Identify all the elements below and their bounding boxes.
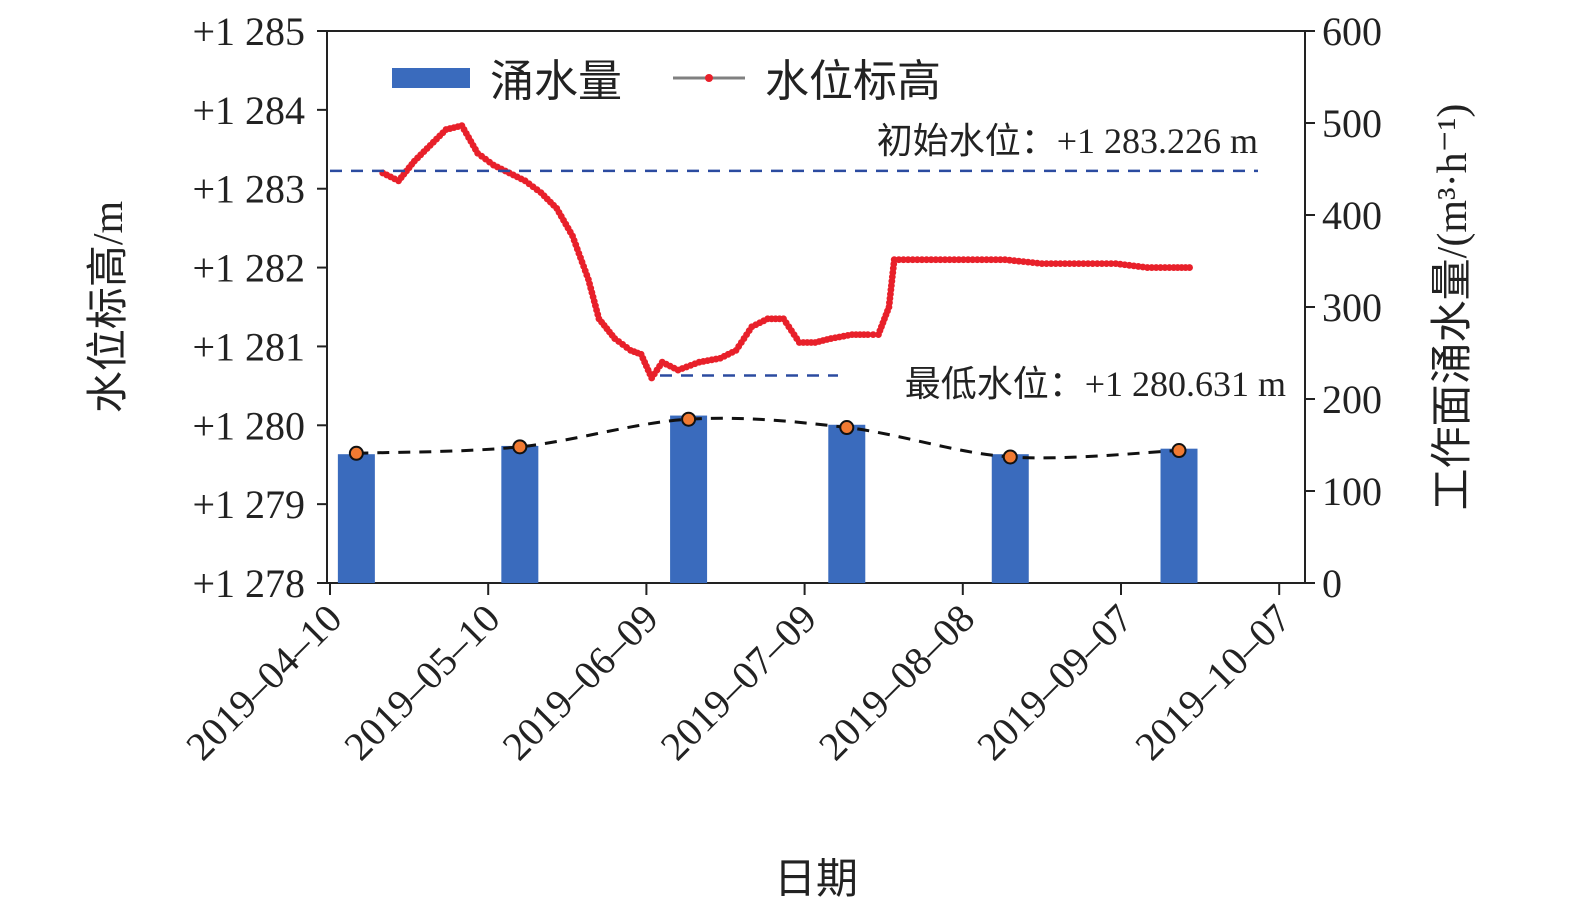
flow-bar (501, 445, 539, 583)
x-tick-label: 2019–04–10 (177, 596, 350, 769)
flow-trend-point (681, 411, 697, 427)
legend-level-label: 水位标高 (765, 57, 941, 106)
bars-layer (337, 415, 1198, 583)
flow-bar (337, 454, 375, 583)
y-left-tick-label: +1 279 (192, 482, 305, 527)
water-level-point (1186, 264, 1193, 271)
y-right-tick-label: 400 (1322, 193, 1382, 238)
legend-bar-swatch (392, 68, 470, 88)
flow-bar (828, 424, 866, 583)
flow-bar (670, 415, 708, 583)
y-left-tick-label: +1 278 (192, 561, 305, 606)
y-left-tick-label: +1 283 (192, 167, 305, 212)
y-left-tick-label: +1 285 (192, 9, 305, 54)
flow-trend-point (1002, 449, 1018, 465)
legend-flow-label: 涌水量 (490, 57, 622, 106)
y-right-tick-label: 0 (1322, 561, 1342, 606)
annotation-lowest-level: 最低水位：+1 280.631 m (905, 364, 1286, 404)
reference-lines (330, 169, 1258, 377)
y-left-tick-label: +1 280 (192, 403, 305, 448)
level-layer (379, 122, 1193, 382)
x-tick-label: 2019–06–09 (494, 596, 667, 769)
y-left-tick-label: +1 284 (192, 88, 305, 133)
x-tick-label: 2019–07–09 (652, 596, 825, 769)
x-tick-label: 2019–09–07 (968, 596, 1141, 769)
y-left-tick-label: +1 282 (192, 246, 305, 291)
y-right-tick-label: 100 (1322, 469, 1382, 514)
x-tick-label: 2019–10–07 (1126, 596, 1299, 769)
y-left-tick-label: +1 281 (192, 324, 305, 369)
water-level-point (864, 331, 872, 338)
flow-trend-point (1171, 443, 1187, 459)
y-right-axis-title: 工作面涌水量/(m³·h⁻¹) (1430, 104, 1476, 511)
flow-trend-point (839, 420, 855, 436)
legend: 涌水量 水位标高 (392, 57, 941, 106)
annotation-initial-level: 初始水位：+1 283.226 m (877, 121, 1258, 161)
flow-trend-point (348, 445, 364, 461)
legend-line-marker (705, 74, 713, 82)
flow-trend-line (356, 416, 1180, 460)
y-right-tick-label: 600 (1322, 9, 1382, 54)
plot-border (326, 30, 1306, 584)
water-level-point (869, 331, 877, 338)
y-right-tick-label: 300 (1322, 285, 1382, 330)
y-right-tick-label: 200 (1322, 377, 1382, 422)
trend-layer (348, 411, 1187, 465)
water-level-line (382, 124, 1190, 381)
flow-bar (1160, 448, 1198, 583)
y-left-axis-title: 水位标高/m (85, 201, 132, 414)
y-right-tick-label: 500 (1322, 101, 1382, 146)
flow-trend-point (512, 439, 528, 455)
x-tick-label: 2019–05–10 (335, 596, 508, 769)
plot-frame (326, 30, 1306, 584)
x-tick-label: 2019–08–08 (810, 596, 983, 769)
flow-bar (991, 454, 1029, 583)
x-axis-title: 日期 (774, 857, 858, 903)
